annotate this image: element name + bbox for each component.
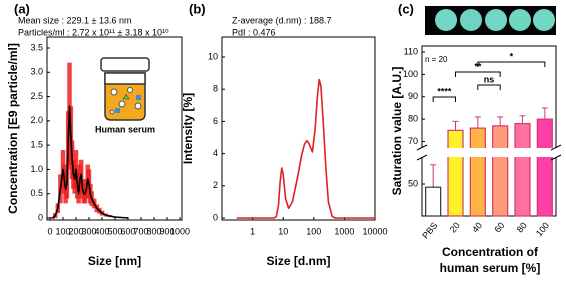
x-tick-label: 100 <box>534 220 551 238</box>
x-tick-label: 1000 <box>170 226 190 236</box>
y-tick-label: 2 <box>213 180 218 190</box>
x-tick-label: 10 <box>278 226 288 236</box>
significance-label: ns <box>484 74 495 84</box>
well-image <box>425 6 556 35</box>
x-axis-label: Size [nm] <box>88 254 141 268</box>
x-tick-label: 40 <box>470 220 484 234</box>
y-tick-label: 3.5 <box>30 42 43 52</box>
y-tick-label: 1.5 <box>30 140 43 150</box>
break-mark <box>416 154 428 161</box>
y-axis-label: Concentration [E9 particle/ml] <box>6 43 20 214</box>
annotation: n = 20 <box>425 55 448 64</box>
y-tick-label: 4 <box>213 148 218 158</box>
y-tick-label: 100 <box>403 69 418 79</box>
y-axis-label: Saturation value [A.U.] <box>390 67 404 196</box>
break-mark <box>550 154 562 161</box>
significance-label: **** <box>437 86 452 96</box>
note: Particles/ml : 2.72 x 10¹¹ ± 3.18 x 10¹⁰ <box>18 27 169 37</box>
significance-label: * <box>510 51 514 61</box>
x-tick-label: 10000 <box>362 226 387 236</box>
x-tick-label: 100 <box>55 226 70 236</box>
serum-icon <box>100 57 150 121</box>
y-tick-label: 8 <box>213 84 218 94</box>
break-mark <box>416 144 428 151</box>
y-tick-label: 80 <box>408 114 418 124</box>
x-tick-label: PBS <box>420 220 439 240</box>
x-axis-label: Concentration of <box>442 245 539 259</box>
x-tick-label: 400 <box>94 226 109 236</box>
y-tick-label: 0 <box>38 212 43 222</box>
y-tick-label: 70 <box>408 136 418 146</box>
y-tick-label: 2.0 <box>30 115 43 125</box>
y-tick-label: 2.5 <box>30 91 43 101</box>
x-tick-label: 800 <box>146 226 161 236</box>
bar <box>536 118 553 217</box>
note: Mean size : 229.1 ± 13.6 nm <box>18 15 132 25</box>
y-tick-label: 0.5 <box>30 188 43 198</box>
x-tick-label: 80 <box>515 220 529 234</box>
x-axis-label: Size [d.nm] <box>266 254 330 268</box>
x-tick-label: 900 <box>159 226 174 236</box>
x-tick-label: 1 <box>250 226 255 236</box>
bar <box>514 123 531 217</box>
bar <box>469 127 486 217</box>
panel-label: (a) <box>14 1 30 16</box>
bar <box>447 129 464 217</box>
panel-label: (b) <box>189 1 206 16</box>
significance-bracket <box>432 96 456 102</box>
x-tick-label: 300 <box>81 226 96 236</box>
x-tick-label: 500 <box>107 226 122 236</box>
x-tick-label: 700 <box>133 226 148 236</box>
note: Z-average (d.nm) : 188.7 <box>232 15 332 25</box>
y-tick-label: 1.0 <box>30 164 43 174</box>
x-axis-label: human serum [%] <box>440 261 541 275</box>
y-tick-label: 10 <box>208 51 218 61</box>
significance-bracket <box>455 71 501 77</box>
x-tick-label: 100 <box>306 226 321 236</box>
data-line <box>52 105 129 219</box>
break-mark <box>550 144 562 151</box>
x-tick-label: 1000 <box>334 226 354 236</box>
plot-frame <box>421 45 557 217</box>
plot-frame <box>221 36 376 221</box>
x-tick-label: 60 <box>492 220 506 234</box>
y-tick-label: 50 <box>408 178 418 188</box>
x-tick-label: 0 <box>47 226 52 236</box>
x-tick-label: 20 <box>448 220 462 234</box>
axis-break <box>418 148 560 157</box>
significance-bracket <box>477 84 501 90</box>
y-tick-label: 90 <box>408 91 418 101</box>
bar <box>492 125 509 217</box>
x-tick-label: 600 <box>120 226 135 236</box>
data-line <box>236 78 375 219</box>
panel-label: (c) <box>398 1 414 16</box>
y-tick-label: 3.0 <box>30 67 43 77</box>
inset-label: Human serum <box>95 124 155 134</box>
y-tick-label: 110 <box>404 46 418 56</box>
x-tick-label: 200 <box>68 226 83 236</box>
bar <box>425 186 442 217</box>
significance-bracket <box>477 61 546 67</box>
note: PdI : 0.476 <box>232 27 276 37</box>
y-axis-label: Intensity [%] <box>181 93 195 164</box>
y-tick-label: 6 <box>213 116 218 126</box>
y-tick-label: 0 <box>213 212 218 222</box>
